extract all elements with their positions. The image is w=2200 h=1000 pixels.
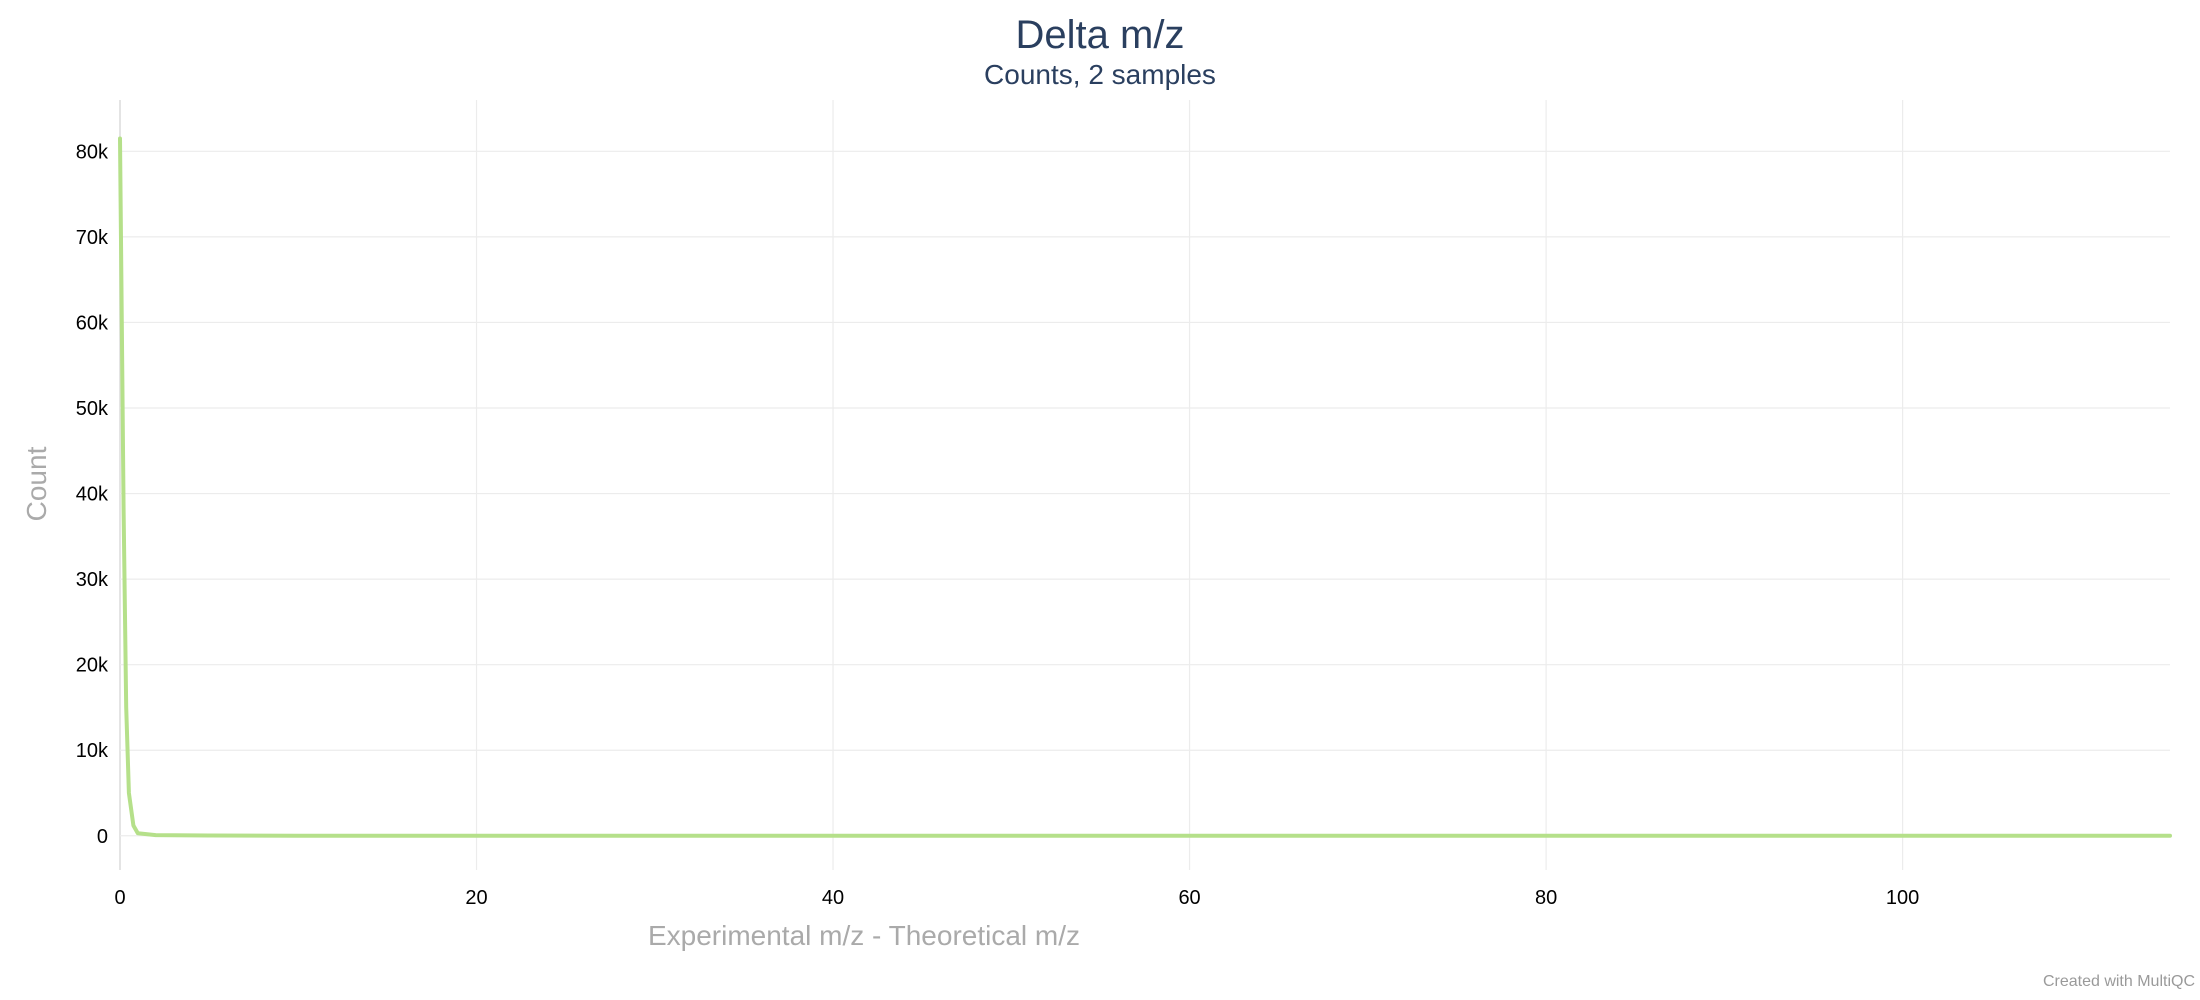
credit-text: Created with MultiQC — [2043, 973, 2195, 990]
y-axis-title: Count — [21, 446, 52, 521]
y-tick-label: 60k — [76, 312, 109, 334]
x-tick-label: 60 — [1178, 887, 1200, 909]
y-gridlines — [120, 150, 2170, 837]
x-tick-label: 80 — [1535, 887, 1557, 909]
y-tick-label: 10k — [76, 740, 109, 762]
y-tick-label: 40k — [76, 484, 109, 506]
x-tick-label: 100 — [1886, 887, 1919, 909]
chart-title: Delta m/z — [1016, 13, 1185, 57]
y-tick-label: 50k — [76, 398, 109, 420]
y-tick-label: 70k — [76, 227, 109, 249]
x-axis-title: Experimental m/z - Theoretical m/z — [648, 920, 1080, 951]
x-tick-label: 20 — [465, 887, 487, 909]
chart-subtitle: Counts, 2 samples — [984, 59, 1216, 90]
y-tick-label: 80k — [76, 141, 109, 163]
series-line[interactable] — [118, 136, 2172, 838]
y-tick-label: 0 — [97, 826, 108, 848]
x-tick-label: 0 — [114, 887, 125, 909]
x-gridlines — [119, 100, 1904, 870]
x-tick-label: 40 — [822, 887, 844, 909]
y-tick-label: 20k — [76, 655, 109, 677]
x-tick-labels: 0 20 40 60 80 100 — [114, 887, 1919, 909]
y-tick-label: 30k — [76, 569, 109, 591]
y-tick-labels: 0 10k 20k 30k 40k 50k 60k 70k 80k — [76, 141, 109, 847]
series-layer — [118, 136, 2172, 838]
